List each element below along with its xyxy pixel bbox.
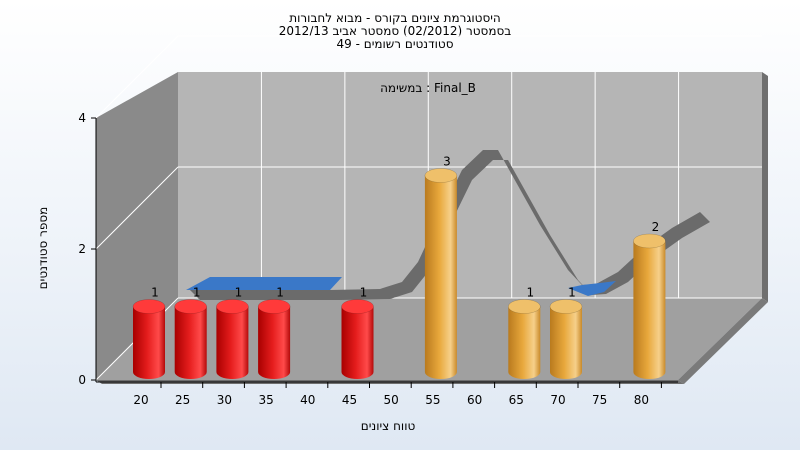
x-tick-label: 20 — [133, 393, 148, 407]
x-tick-label: 60 — [467, 393, 482, 407]
data-label-65: 1 — [526, 286, 534, 300]
x-tick-label: 45 — [342, 393, 357, 407]
x-tick-label: 35 — [258, 393, 273, 407]
data-label-20: 1 — [151, 286, 159, 300]
bar-top-35 — [257, 299, 291, 314]
bar-top-20 — [132, 299, 166, 314]
grid-line-side — [95, 35, 179, 119]
data-label-70: 1 — [568, 286, 576, 300]
bar-top-80 — [633, 233, 666, 249]
x-tick-label: 75 — [592, 393, 607, 407]
x-tick-label: 70 — [550, 393, 565, 407]
trend-ribbon-low-left — [186, 277, 342, 290]
chart-title-line-3: סטודנטים רשומים - 49 — [336, 37, 453, 51]
bar-35 — [258, 306, 291, 380]
data-label-45: 1 — [360, 286, 368, 300]
data-label-35: 1 — [276, 286, 284, 300]
x-tick-label: 40 — [300, 393, 315, 407]
chart-title-line-2: בסמסטר (02/2012) סמסטר אביב 2012/13 — [279, 24, 511, 38]
data-label-80: 2 — [652, 220, 660, 234]
bar-65 — [508, 306, 541, 380]
bar-top-45 — [341, 299, 374, 314]
back-wall — [178, 72, 762, 298]
bar-25 — [174, 306, 207, 380]
x-tick-label: 80 — [634, 393, 649, 407]
x-tick-label: 50 — [384, 393, 399, 407]
task-label: במשימה : Final_B — [380, 81, 476, 95]
bar-20 — [133, 306, 165, 379]
data-label-25: 1 — [193, 286, 201, 300]
data-label-55: 3 — [443, 155, 451, 169]
x-tick-label: 30 — [217, 393, 232, 407]
y-axis-label: מספר סטודנטים — [36, 207, 50, 290]
data-label-30: 1 — [235, 286, 243, 300]
bar-80 — [633, 241, 666, 380]
trend-ribbon-low-right — [568, 281, 616, 296]
y-tick-label: 2 — [78, 242, 86, 256]
bar-55 — [424, 175, 457, 380]
y-tick-label: 0 — [78, 373, 86, 387]
chart-title-line-1: היסטוגרמת ציונים בקורס - מבוא לחבורות — [289, 11, 501, 25]
grid-line-side — [95, 166, 179, 250]
x-tick-label: 65 — [509, 393, 524, 407]
plot-area: 0 2 4 20 25 30 35 40 45 50 55 60 65 70 75 80 1 1 1 1 1 3 1 1 2 — [78, 35, 768, 407]
bar-top-65 — [508, 299, 541, 314]
floor-right-edge — [678, 298, 768, 384]
bar-70 — [550, 306, 582, 379]
x-axis-label: טווח ציונים — [361, 419, 416, 433]
back-wall-edge — [762, 72, 768, 302]
bar-30 — [216, 306, 249, 380]
x-tick-label: 25 — [175, 393, 190, 407]
x-tick-label: 55 — [425, 393, 440, 407]
bar-top-55 — [424, 168, 458, 183]
bar-top-25 — [174, 299, 207, 314]
bar-top-30 — [216, 299, 249, 314]
chart-title: היסטוגרמת ציונים בקורס - מבוא לחבורות בס… — [279, 11, 511, 51]
bar-top-70 — [549, 299, 583, 314]
y-tick-label: 4 — [78, 111, 86, 125]
bar-45 — [341, 306, 374, 380]
